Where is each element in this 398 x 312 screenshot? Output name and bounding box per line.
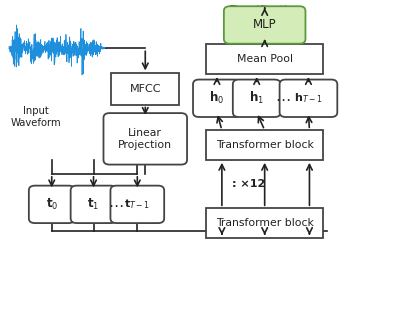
Text: MLP: MLP <box>253 18 277 32</box>
FancyBboxPatch shape <box>206 44 323 74</box>
Text: Linear
Projection: Linear Projection <box>118 128 172 150</box>
Text: : ×12: : ×12 <box>232 179 265 189</box>
FancyBboxPatch shape <box>71 186 116 223</box>
FancyBboxPatch shape <box>206 130 323 160</box>
Text: $\mathbf{t}_{T-1}$: $\mathbf{t}_{T-1}$ <box>124 197 150 211</box>
Text: $\cdots$: $\cdots$ <box>108 197 123 212</box>
Text: MFCC: MFCC <box>129 84 161 94</box>
FancyBboxPatch shape <box>280 80 338 117</box>
Text: $\mathbf{t}_0$: $\mathbf{t}_0$ <box>45 197 58 212</box>
FancyBboxPatch shape <box>206 208 323 238</box>
Text: Mean Pool: Mean Pool <box>237 54 293 64</box>
Text: Input
Waveform: Input Waveform <box>10 106 61 128</box>
FancyBboxPatch shape <box>193 80 241 117</box>
Text: $\mathbf{h}_{T-1}$: $\mathbf{h}_{T-1}$ <box>294 91 323 105</box>
Text: Classification: Classification <box>228 5 302 15</box>
Text: $\mathbf{h}_1$: $\mathbf{h}_1$ <box>249 90 264 106</box>
FancyBboxPatch shape <box>29 186 75 223</box>
FancyBboxPatch shape <box>233 80 281 117</box>
Text: $\mathbf{t}_1$: $\mathbf{t}_1$ <box>88 197 100 212</box>
Text: $\mathbf{h}_0$: $\mathbf{h}_0$ <box>209 90 224 106</box>
FancyBboxPatch shape <box>110 186 164 223</box>
FancyBboxPatch shape <box>224 6 306 44</box>
FancyBboxPatch shape <box>103 113 187 165</box>
Text: Transformer block: Transformer block <box>216 140 314 150</box>
FancyBboxPatch shape <box>111 73 179 105</box>
Text: Transformer block: Transformer block <box>216 218 314 228</box>
Text: $\cdots$: $\cdots$ <box>275 91 290 106</box>
